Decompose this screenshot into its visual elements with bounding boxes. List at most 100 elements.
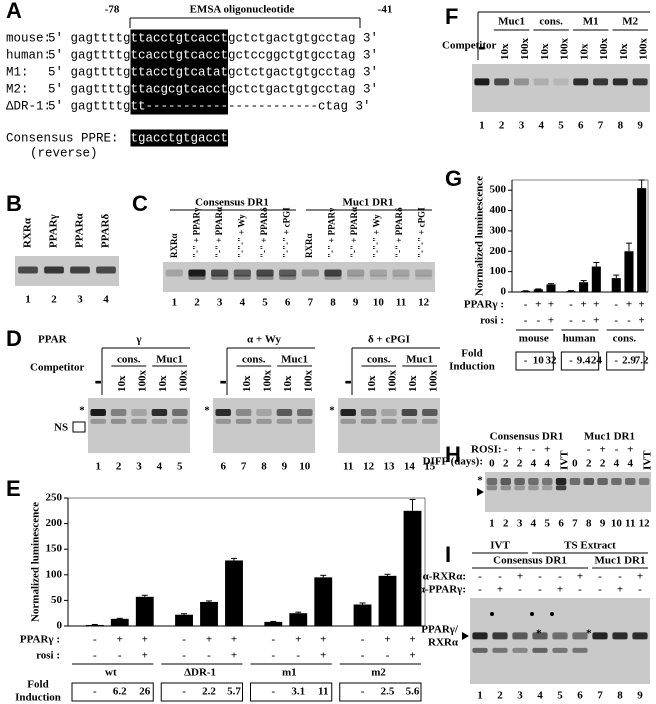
fold-value: 10 xyxy=(533,355,545,367)
sign: - xyxy=(524,315,528,327)
ns-label: NS xyxy=(54,422,68,434)
diff-day: 4 xyxy=(531,458,537,470)
band xyxy=(422,418,438,424)
sign: + xyxy=(320,634,326,646)
band xyxy=(172,418,188,424)
column-label: "-" + PPARα xyxy=(349,207,359,258)
lane-number: 1 xyxy=(477,690,483,702)
column-label: "-" + PPARα xyxy=(214,207,224,258)
panel-label: H xyxy=(445,442,461,467)
fold-value: - xyxy=(569,355,573,367)
sign: + xyxy=(231,634,237,646)
fold-value: 2.5 xyxy=(381,686,395,698)
fold-value: 26 xyxy=(139,686,151,698)
lane-number: 5 xyxy=(177,461,183,473)
fold-value: - xyxy=(93,686,97,698)
column-label: "-" + PPARγ xyxy=(327,207,337,258)
band xyxy=(541,485,553,491)
lane-number: 2 xyxy=(503,518,509,530)
sign: - xyxy=(558,571,562,583)
band xyxy=(44,266,64,274)
column-label: 100x xyxy=(598,38,610,61)
gel xyxy=(338,398,440,453)
row-label: PPAR xyxy=(38,334,68,346)
band xyxy=(593,78,609,86)
sign: - xyxy=(504,444,508,456)
fold-box xyxy=(71,682,154,702)
lane-number: 4 xyxy=(537,690,543,702)
band xyxy=(632,632,648,640)
sub-label: cons. xyxy=(117,354,141,366)
bar xyxy=(533,289,543,292)
bar xyxy=(579,282,589,292)
band xyxy=(110,409,127,416)
column-label: 100x xyxy=(427,370,439,393)
fold-box xyxy=(339,682,422,702)
sign: - xyxy=(598,584,602,596)
sign: - xyxy=(532,444,536,456)
band xyxy=(612,632,628,640)
lane-number: 1 xyxy=(479,120,485,132)
sequence-name: M1: xyxy=(6,65,29,79)
lane-number: 12 xyxy=(418,297,430,309)
sub-label: Muc1 xyxy=(156,354,183,366)
core-highlight xyxy=(130,80,228,98)
sequence-core: tt----------- xyxy=(131,99,229,113)
lane-number: 8 xyxy=(618,120,624,132)
core-highlight xyxy=(130,129,228,147)
band xyxy=(513,78,529,86)
group-label: δ + cPGI xyxy=(368,334,410,346)
supershift-dot xyxy=(490,612,494,616)
column-label: 100x xyxy=(638,38,650,61)
lane-number: 7 xyxy=(572,518,578,530)
lane-number: 13 xyxy=(384,461,396,473)
sign: + xyxy=(599,444,605,456)
lane-number: 5 xyxy=(262,297,268,309)
row-label: Fold xyxy=(461,348,482,360)
row-label: Induction xyxy=(449,361,495,373)
sign: - xyxy=(587,444,591,456)
sign: - xyxy=(182,634,186,646)
lane-number: 4 xyxy=(240,297,246,309)
band-marker: * xyxy=(477,475,483,487)
sign: - xyxy=(578,584,582,596)
y-axis-title: Normalized luminescence xyxy=(474,176,486,296)
lane-number: 4 xyxy=(103,294,109,306)
diff-day: 2 xyxy=(586,458,592,470)
sub-label: Muc1 xyxy=(281,354,308,366)
y-tick-label: 0 xyxy=(501,286,507,298)
group-label: wt xyxy=(105,667,117,679)
fold-value: - xyxy=(182,686,186,698)
band xyxy=(611,478,622,485)
bar xyxy=(200,601,218,626)
lane-number: 6 xyxy=(577,690,583,702)
core-highlight xyxy=(130,97,228,115)
band xyxy=(552,647,568,653)
sign: + xyxy=(517,571,523,583)
column-label: 100x xyxy=(387,370,399,393)
band xyxy=(532,647,548,653)
sequence: 5' gagttttg xyxy=(48,99,131,113)
sequence: gctctgactgtgcctag 3' xyxy=(228,31,378,45)
y-tick-label: 0 xyxy=(57,620,63,632)
lane-number: 3 xyxy=(217,297,223,309)
sign: - xyxy=(182,650,186,662)
bar xyxy=(378,575,397,626)
fold-value: 9.4 xyxy=(577,355,591,367)
sign: + xyxy=(516,444,522,456)
sequence: gctctgactgtgcctag 3' xyxy=(228,65,378,79)
ns-bracket xyxy=(72,421,86,433)
column-label: RXRα xyxy=(169,233,179,258)
band xyxy=(360,418,377,424)
sign: - xyxy=(93,650,97,662)
sequence: gctctgactgtgcctag 3' xyxy=(228,82,378,96)
lane-number: 8 xyxy=(330,297,336,309)
band xyxy=(324,274,342,280)
diff-day: 4 xyxy=(545,458,551,470)
fold-box xyxy=(250,682,333,702)
band xyxy=(233,269,251,277)
sign: + xyxy=(142,650,148,662)
fold-box xyxy=(560,351,600,371)
position: -41 xyxy=(378,4,393,16)
